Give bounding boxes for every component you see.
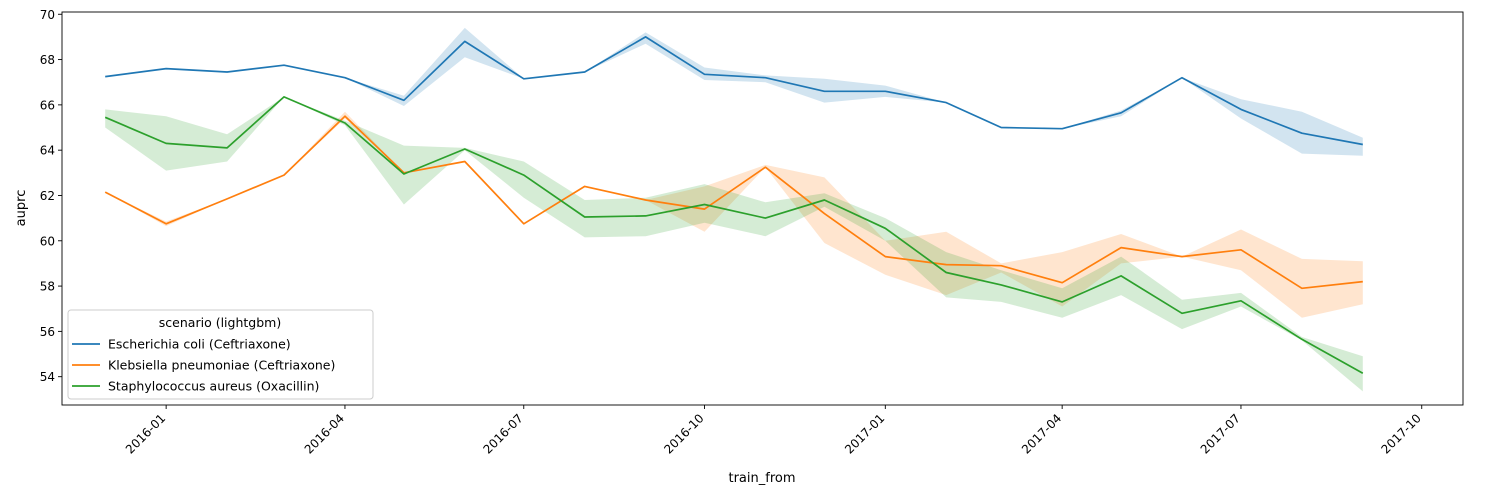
legend-box — [67, 309, 374, 400]
y-tick-label: 66 — [40, 98, 55, 112]
y-tick-label: 68 — [40, 53, 55, 67]
y-tick-label: 56 — [40, 325, 55, 339]
y-tick-label: 54 — [40, 370, 55, 384]
y-tick-label: 70 — [40, 8, 55, 22]
series-line-1 — [105, 36, 1363, 146]
legend-title: scenario (lightgbm) — [159, 315, 281, 330]
y-tick-label: 60 — [40, 234, 55, 248]
legend: scenario (lightgbm) Escherichia coli (Ce… — [67, 309, 374, 400]
y-tick-label: 62 — [40, 189, 55, 203]
y-axis-label: auprc — [14, 190, 29, 227]
series-line-2 — [104, 115, 1363, 290]
plot-frame — [61, 11, 1464, 406]
y-axis: 54 56 58 60 62 64 66 68 70 — [40, 8, 62, 384]
legend-label-1: Escherichia coli (Ceftriaxone) — [108, 337, 291, 352]
legend-label-2: Klebsiella pneumoniae (Ceftriaxone) — [108, 358, 335, 373]
confidence-band-series-2 — [105, 111, 1363, 318]
legend-entries: Escherichia coli (Ceftriaxone) Klebsiella… — [72, 337, 335, 394]
series-line-3 — [104, 96, 1364, 375]
legend-label-3: Staphylococcus aureus (Oxacillin) — [108, 379, 319, 394]
y-tick-label: 58 — [40, 280, 55, 294]
x-axis-label: train_from — [728, 471, 795, 486]
series-lines — [104, 36, 1364, 375]
y-tick-label: 64 — [40, 144, 55, 158]
